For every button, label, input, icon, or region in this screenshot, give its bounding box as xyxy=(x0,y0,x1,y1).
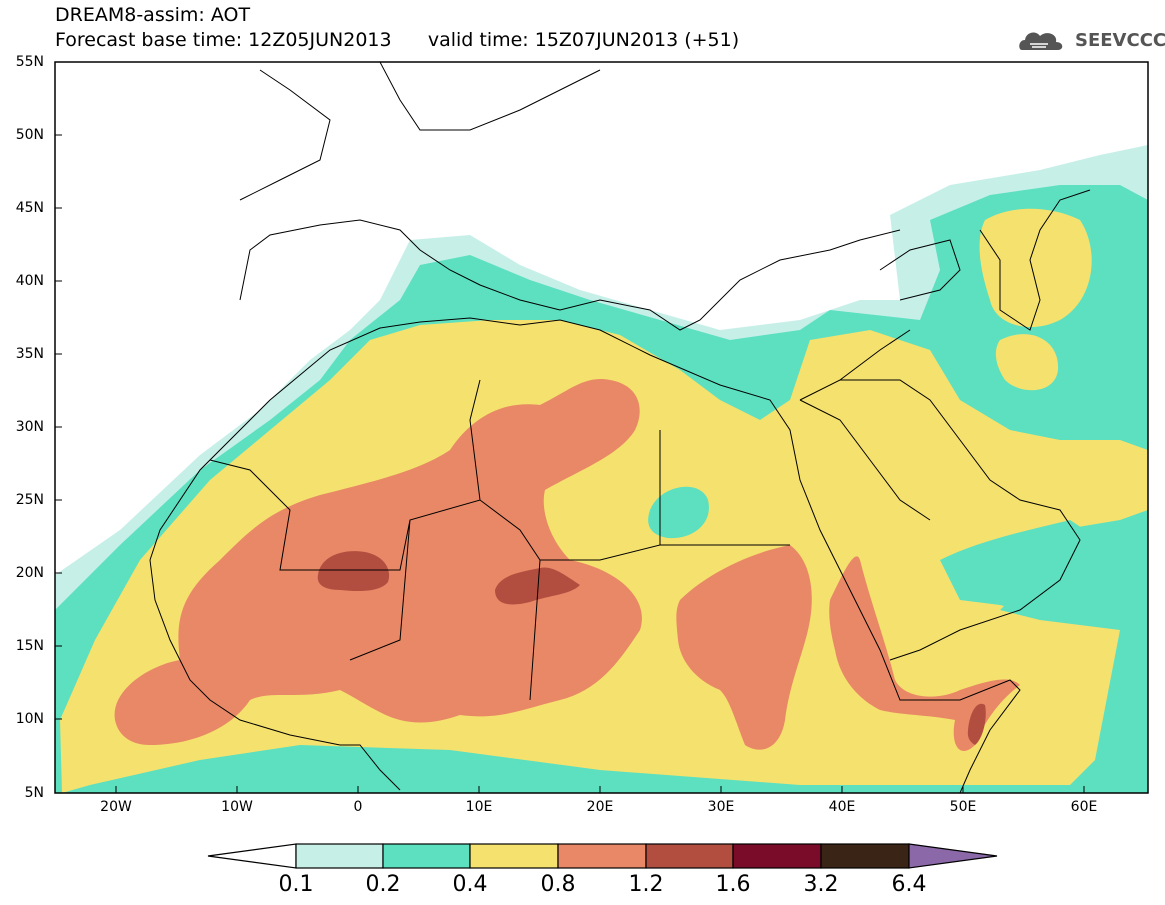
lat-label-20n: 20N xyxy=(15,565,44,581)
coastline-europe-north xyxy=(239,62,601,201)
color-bar-bin-1 xyxy=(295,843,384,869)
lat-label-30n: 30N xyxy=(15,419,44,435)
coastline-europe xyxy=(239,219,901,331)
lat-label-45n: 45N xyxy=(15,200,44,216)
lon-label-20w: 20W xyxy=(100,799,132,815)
lat-label-25n: 25N xyxy=(15,492,44,508)
lon-label-40e: 40E xyxy=(828,799,856,815)
color-bar-bin-4 xyxy=(557,843,647,869)
lon-label-20e: 20E xyxy=(586,799,614,815)
lat-label-35n: 35N xyxy=(15,346,44,362)
colorbar-label-0.2: 0.2 xyxy=(365,872,401,897)
coastline-caspian xyxy=(979,189,1091,331)
aot-band-0.2-arabia xyxy=(940,520,1100,615)
border-lines-africa xyxy=(209,379,790,701)
map-title: DREAM8-assim: AOT xyxy=(55,4,251,26)
lat-label-40n: 40N xyxy=(15,273,44,289)
lat-label-15n: 15N xyxy=(15,638,44,654)
aot-band-1.2-chad xyxy=(495,567,580,605)
cloud-logo-icon xyxy=(1019,32,1063,50)
lon-label-0: 0 xyxy=(353,799,363,815)
lon-label-30e: 30E xyxy=(707,799,735,815)
color-bar-bin-7 xyxy=(820,843,910,869)
colorbar-label-0.4: 0.4 xyxy=(452,872,488,897)
color-bar-bin-2 xyxy=(382,843,471,869)
border-lines-mideast xyxy=(799,329,931,521)
aot-band-1.2-somalia xyxy=(967,703,986,745)
color-bar-bin-5 xyxy=(645,843,734,869)
lon-label-60e: 60E xyxy=(1070,799,1098,815)
coastline-black-sea xyxy=(879,239,961,301)
aot-band-1.2-mali xyxy=(317,551,390,592)
aot-band-0.2-pocket xyxy=(648,486,709,539)
colorbar-label-0.8: 0.8 xyxy=(540,872,576,897)
color-bar-bin-6 xyxy=(732,843,822,869)
lon-label-10w: 10W xyxy=(221,799,253,815)
color-bar-above-arrow xyxy=(908,843,998,869)
aot-band-0.4-caspian xyxy=(979,208,1092,328)
lat-label-5n: 5N xyxy=(24,785,44,801)
colorbar-label-6.4: 6.4 xyxy=(891,872,927,897)
forecast-time-subtitle: Forecast base time: 12Z05JUN2013 valid t… xyxy=(55,29,740,51)
coastline-africa xyxy=(149,317,1021,793)
aot-band-0.4-iran xyxy=(995,334,1059,391)
color-bar-bin-3 xyxy=(469,843,559,869)
lon-label-50e: 50E xyxy=(949,799,977,815)
aot-band-0.8-east-africa xyxy=(676,545,812,750)
coastline-gulf-guinea xyxy=(149,559,401,791)
lat-label-50n: 50N xyxy=(15,127,44,143)
lon-label-10e: 10E xyxy=(465,799,493,815)
colorbar-label-0.1: 0.1 xyxy=(278,872,314,897)
colorbar-label-1.2: 1.2 xyxy=(628,872,664,897)
colorbar-label-3.2: 3.2 xyxy=(803,872,839,897)
color-bar xyxy=(207,843,998,869)
logo-text: SEEVCCC xyxy=(1075,30,1165,51)
coastline-arabia xyxy=(799,379,1081,661)
aot-band-0.8-red-sea xyxy=(829,556,1020,751)
lat-label-55n: 55N xyxy=(15,54,44,70)
color-bar-below-arrow xyxy=(207,843,297,869)
colorbar-label-1.6: 1.6 xyxy=(715,872,751,897)
lat-label-10n: 10N xyxy=(15,711,44,727)
